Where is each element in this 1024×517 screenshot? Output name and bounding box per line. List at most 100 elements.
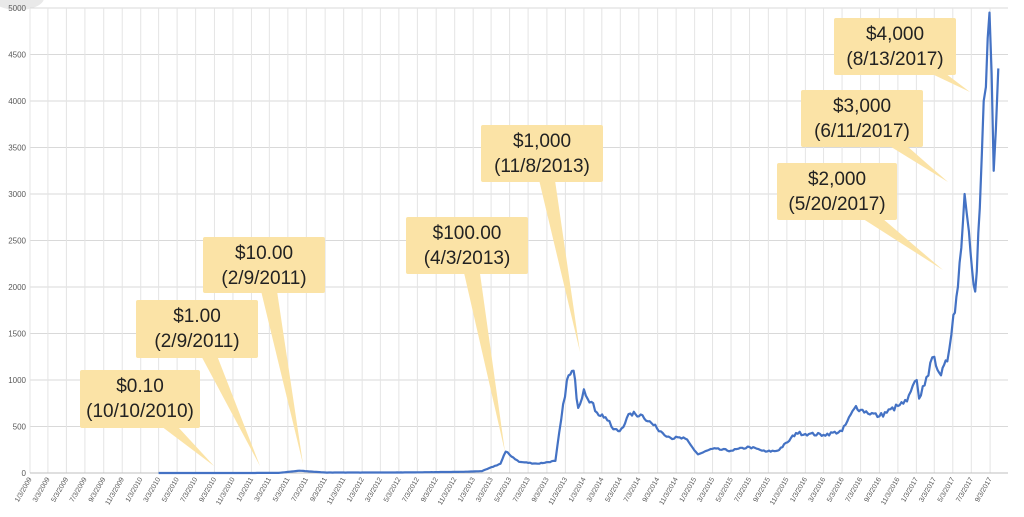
x-tick-label: 7/3/2012 bbox=[401, 476, 421, 503]
x-tick-label: 3/3/2009 bbox=[32, 476, 52, 503]
callout-pointer bbox=[188, 325, 260, 466]
callout-price: $10.00 bbox=[235, 243, 293, 264]
x-tick-label: 9/3/2017 bbox=[974, 476, 994, 503]
x-tick-label: 11/3/2010 bbox=[215, 476, 236, 506]
callout-date: (2/9/2011) bbox=[154, 331, 239, 352]
callout-price: $3,000 bbox=[833, 96, 891, 117]
price-series-line bbox=[158, 11, 1000, 475]
callout-date: (4/3/2013) bbox=[424, 248, 511, 269]
x-tick-label: 7/3/2013 bbox=[512, 476, 532, 503]
callout-price: $100.00 bbox=[433, 223, 502, 244]
callout-date: (11/8/2013) bbox=[494, 156, 590, 177]
callout-price: $4,000 bbox=[866, 24, 924, 45]
price-callout: $0.10 (10/10/2010) bbox=[80, 370, 214, 466]
y-tick-label: 3500 bbox=[8, 144, 26, 153]
y-tick-labels: 0 500 1000 1500 2000 2500 3000 3500 4000 4500 5000 bbox=[8, 4, 26, 478]
x-tick-label: 3/3/2014 bbox=[586, 476, 606, 503]
callout-box bbox=[80, 370, 200, 428]
x-tick-label: 5/3/2016 bbox=[826, 476, 846, 503]
y-tick-label: 1500 bbox=[8, 330, 26, 339]
x-tick-label: 5/3/2015 bbox=[715, 476, 735, 503]
x-tick-label: 9/3/2010 bbox=[198, 476, 218, 503]
callout-box bbox=[481, 125, 603, 182]
x-tick-label: 11/3/2011 bbox=[326, 476, 347, 506]
x-tick-label: 7/3/2014 bbox=[623, 476, 643, 503]
x-tick-label: 7/3/2009 bbox=[69, 476, 89, 503]
x-tick-label: 1/3/2015 bbox=[679, 476, 699, 503]
corner-badge bbox=[0, 0, 44, 10]
callout-box bbox=[136, 300, 258, 358]
y-tick-label: 4500 bbox=[8, 51, 26, 60]
x-tick-label: 7/3/2016 bbox=[845, 476, 865, 503]
x-tick-label: 3/3/2016 bbox=[808, 476, 828, 503]
price-callout: $3,000 (6/11/2017) bbox=[801, 90, 948, 182]
callout-price: $1,000 bbox=[513, 131, 571, 152]
x-tick-label: 5/3/2011 bbox=[272, 476, 291, 503]
y-tick-label: 2500 bbox=[8, 237, 26, 246]
callouts-layer: $0.10(10/10/2010)$1.00(2/9/2011)$10.00(2… bbox=[80, 18, 970, 466]
x-tick-label: 1/3/2017 bbox=[900, 476, 920, 503]
x-tick-label: 11/3/2012 bbox=[437, 476, 458, 506]
x-tick-label: 3/3/2012 bbox=[364, 476, 384, 503]
x-tick-label: 5/3/2017 bbox=[937, 476, 957, 503]
x-tick-label: 3/3/2013 bbox=[475, 476, 495, 503]
x-tick-label: 1/3/2016 bbox=[789, 476, 809, 503]
callout-date: (10/10/2010) bbox=[86, 401, 194, 422]
price-callout: $4,000 (8/13/2017) bbox=[834, 18, 970, 92]
price-callout: $1,000 (11/8/2013) bbox=[481, 125, 603, 352]
y-tick-label: 3000 bbox=[8, 190, 26, 199]
x-tick-label: 5/3/2012 bbox=[383, 476, 403, 503]
x-tick-label: 1/3/2009 bbox=[14, 476, 34, 503]
x-tick-label: 7/3/2011 bbox=[291, 476, 310, 503]
x-tick-label: 9/3/2009 bbox=[88, 476, 108, 503]
x-tick-label: 1/3/2013 bbox=[457, 476, 477, 503]
callout-date: (6/11/2017) bbox=[814, 121, 910, 142]
callout-date: (2/9/2011) bbox=[221, 268, 306, 289]
y-tick-label: 1000 bbox=[8, 376, 26, 385]
callout-box bbox=[834, 18, 956, 75]
callout-box bbox=[406, 217, 528, 274]
x-tick-label: 3/3/2010 bbox=[143, 476, 163, 503]
y-tick-label: 5000 bbox=[8, 4, 26, 13]
x-tick-label: 11/3/2014 bbox=[658, 476, 679, 506]
y-tick-label: 2000 bbox=[8, 283, 26, 292]
callout-price: $1.00 bbox=[173, 306, 221, 327]
y-tick-label: 0 bbox=[22, 469, 27, 478]
x-tick-label: 7/3/2015 bbox=[734, 476, 754, 503]
x-tick-label: 5/3/2014 bbox=[604, 476, 624, 503]
x-tick-label: 9/3/2014 bbox=[642, 476, 662, 503]
x-tick-label: 11/3/2013 bbox=[548, 476, 569, 506]
x-tick-label: 1/3/2014 bbox=[568, 476, 588, 503]
x-tick-label: 1/3/2011 bbox=[236, 476, 255, 503]
callout-box bbox=[203, 237, 325, 293]
x-tick-label: 3/3/2015 bbox=[697, 476, 717, 503]
y-tick-label: 4000 bbox=[8, 97, 26, 106]
callout-pointer bbox=[458, 243, 505, 452]
x-tick-label: 5/3/2010 bbox=[161, 476, 181, 503]
price-callout: $100.00 (4/3/2013) bbox=[406, 217, 528, 452]
x-tick-label: 1/3/2012 bbox=[346, 476, 366, 503]
callout-box bbox=[801, 90, 923, 147]
x-tick-label: 5/3/2009 bbox=[50, 476, 70, 503]
x-tick-label: 3/3/2017 bbox=[918, 476, 938, 503]
x-tick-label: 11/3/2015 bbox=[769, 476, 790, 506]
price-callout: $1.00 (2/9/2011) bbox=[136, 300, 260, 466]
x-tick-label: 7/3/2017 bbox=[955, 476, 975, 503]
callout-pointer bbox=[533, 151, 580, 352]
callout-box bbox=[777, 163, 897, 220]
x-tick-label: 9/3/2016 bbox=[863, 476, 883, 503]
callout-pointer bbox=[255, 263, 303, 464]
series-layer bbox=[158, 11, 1000, 475]
x-tick-label: 11/3/2016 bbox=[880, 476, 901, 506]
callout-date: (5/20/2017) bbox=[788, 194, 885, 215]
x-tick-label: 7/3/2010 bbox=[180, 476, 200, 503]
x-tick-label: 9/3/2012 bbox=[420, 476, 440, 503]
callout-price: $0.10 bbox=[116, 376, 164, 397]
y-tick-label: 500 bbox=[13, 423, 27, 432]
price-callout: $2,000 (5/20/2017) bbox=[777, 163, 943, 270]
callout-date: (8/13/2017) bbox=[846, 49, 943, 70]
x-tick-label: 11/3/2009 bbox=[105, 476, 126, 506]
x-tick-label: 3/3/2011 bbox=[254, 476, 273, 503]
